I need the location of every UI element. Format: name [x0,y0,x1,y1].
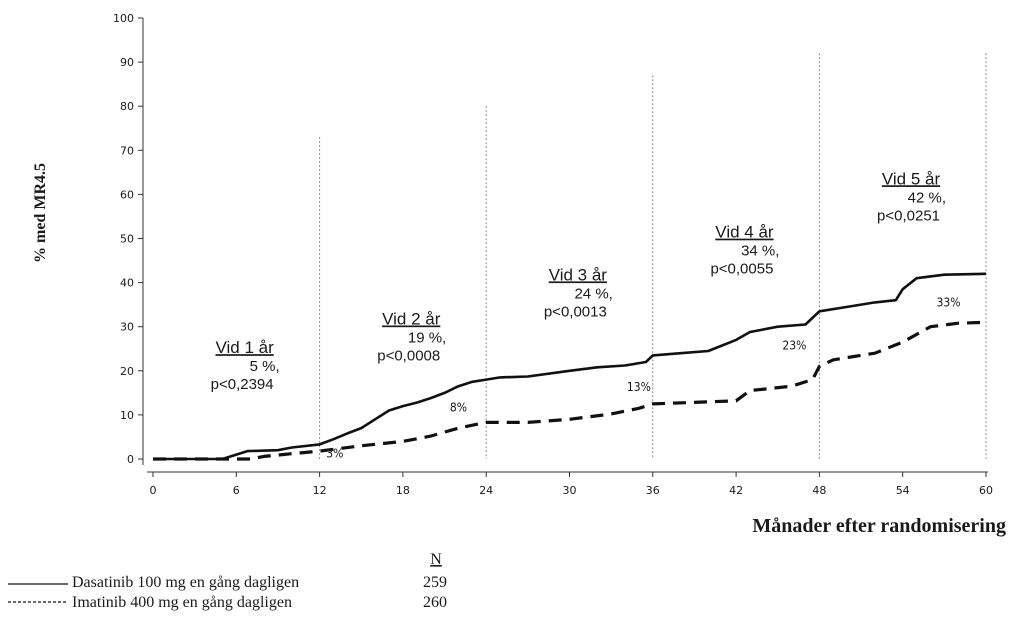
y-axis-title: % med MR4.5 [32,163,49,263]
y-tick-label-80: 80 [120,100,134,113]
x-tick-label-24: 24 [479,484,493,497]
series-data-label: 13% [627,380,651,394]
y-tick-label-30: 30 [120,321,134,334]
y-tick-label-20: 20 [120,365,134,378]
reference-lines [319,53,987,459]
data-labels: 3% 8% 13% 23% 33% [326,295,960,460]
y-tick-label-70: 70 [120,144,134,157]
annotation-p-value: p<0,0013 [544,303,607,320]
x-tick-label-30: 30 [563,484,577,497]
y-tick-label-60: 60 [120,188,134,201]
legend-label-dasatinib: Dasatinib 100 mg en gång dagligen [72,574,299,591]
x-tick-label-18: 18 [396,484,410,497]
annotation-p-value: p<0,2394 [211,376,274,393]
y-tick-label-0: 0 [127,453,134,466]
y-tick-label-50: 50 [120,233,134,246]
series-data-label: 3% [326,447,343,461]
annotation-value: 5 %, [250,358,280,375]
x-tick-label-36: 36 [646,484,660,497]
annotation-heading: Vid 2 år [382,309,441,328]
series-line-imatinib [153,320,987,461]
series-line-dasatinib [153,272,987,461]
legend-n-dasatinib: 259 [423,574,447,591]
x-tick-label-0: 0 [150,484,157,497]
legend-n-imatinib: 260 [423,594,447,611]
x-tick-label-42: 42 [729,484,743,497]
y-tick-label-10: 10 [120,409,134,422]
legend-n-header: N [430,551,442,568]
annotation-heading: Vid 1 år [215,338,274,357]
series-data-label: 8% [450,400,467,414]
axes: 0 10 20 30 40 50 60 70 80 90 100 0 6 12 18 24 30 36 42 48 54… [113,12,993,497]
series-data-label: 33% [937,295,961,309]
x-tick-label-60: 60 [979,484,993,497]
annotation-heading: Vid 3 år [549,265,608,284]
annotation-p-value: p<0,0055 [710,261,773,278]
annotation-p-value: p<0,0251 [877,207,940,224]
annotation-value: 24 %, [574,285,612,302]
annotation-heading: Vid 5 år [882,169,941,188]
x-tick-label-48: 48 [812,484,826,497]
legend-label-imatinib: Imatinib 400 mg en gång dagligen [72,594,292,611]
x-tick-label-54: 54 [896,484,910,497]
annotation-value: 19 %, [408,329,446,346]
annotation-p-value: p<0,0008 [377,347,440,364]
x-axis-title: Månader efter randomisering [752,515,1006,537]
legend: N Dasatinib 100 mg en gång dagligen 259 … [8,551,447,611]
series-data-label: 23% [782,339,806,353]
y-tick-label-40: 40 [120,277,134,290]
annotation-year-1: Vid 1 år5 %,p<0,2394 [211,338,280,393]
annotation-value: 34 %, [741,243,779,260]
y-tick-label-90: 90 [120,56,134,69]
annotation-heading: Vid 4 år [715,223,774,242]
x-tick-label-12: 12 [313,484,327,497]
x-tick-label-6: 6 [233,484,240,497]
series-lines [153,272,987,461]
y-tick-label-100: 100 [113,12,134,25]
annotation-value: 42 %, [908,189,946,206]
